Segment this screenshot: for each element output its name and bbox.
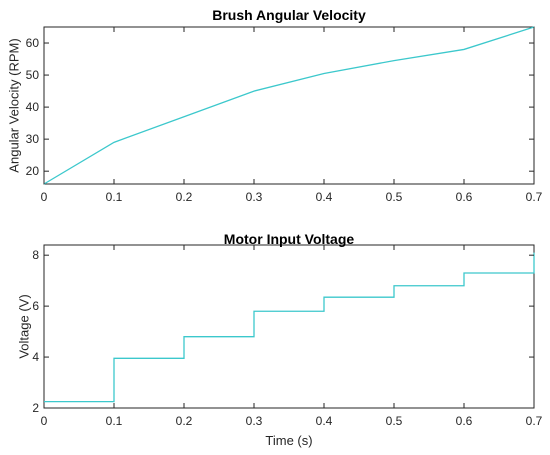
x-tick-label: 0.3 [246, 414, 263, 428]
series-layer [44, 252, 535, 403]
x-tick-label: 0.6 [456, 414, 473, 428]
x-tick-label: 0.1 [106, 190, 123, 204]
x-tick-label: 0.2 [176, 414, 193, 428]
y-axis-label: Voltage (V) [17, 294, 32, 358]
x-tick-label: 0 [41, 190, 48, 204]
series-line [43, 26, 535, 185]
angular-velocity-chart: 0 0.1 0.2 0.3 0.4 0.5 0.6 0.7 20 30 40 50 60 Brush … [7, 7, 543, 204]
plot-area-frame [43, 244, 535, 409]
y-tick-label: 2 [32, 401, 39, 415]
chart-title: Motor Input Voltage [224, 231, 355, 247]
x-tick-label: 0.3 [246, 190, 263, 204]
series-line [44, 252, 535, 403]
x-tick-marks: 0 0.1 0.2 0.3 0.4 0.5 0.6 0.7 [41, 245, 543, 428]
x-axis-label: Time (s) [265, 433, 312, 448]
x-tick-label: 0.4 [316, 414, 333, 428]
y-tick-label: 40 [26, 100, 40, 114]
x-tick-label: 0.6 [456, 190, 473, 204]
y-tick-label: 8 [32, 248, 39, 262]
y-tick-marks: 2 4 6 8 [32, 248, 534, 415]
motor-voltage-chart: 0 0.1 0.2 0.3 0.4 0.5 0.6 0.7 2 4 6 8 Motor Input … [17, 231, 543, 448]
y-axis-label: Angular Velocity (RPM) [7, 38, 22, 172]
x-tick-label: 0.5 [386, 190, 403, 204]
y-tick-label: 50 [26, 68, 40, 82]
x-tick-marks: 0 0.1 0.2 0.3 0.4 0.5 0.6 0.7 [41, 27, 543, 204]
plot-area-frame [43, 26, 535, 185]
y-tick-label: 4 [32, 350, 39, 364]
chart-title: Brush Angular Velocity [212, 7, 366, 23]
x-tick-label: 0.1 [106, 414, 123, 428]
x-tick-label: 0.2 [176, 190, 193, 204]
y-tick-marks: 20 30 40 50 60 [26, 36, 534, 178]
x-tick-label: 0.4 [316, 190, 333, 204]
x-tick-label: 0.7 [526, 190, 543, 204]
y-tick-label: 30 [26, 132, 40, 146]
y-tick-label: 20 [26, 164, 40, 178]
series-layer [43, 26, 535, 185]
y-tick-label: 60 [26, 36, 40, 50]
y-tick-label: 6 [32, 299, 39, 313]
x-tick-label: 0.7 [526, 414, 543, 428]
x-tick-label: 0.5 [386, 414, 403, 428]
x-tick-label: 0 [41, 414, 48, 428]
